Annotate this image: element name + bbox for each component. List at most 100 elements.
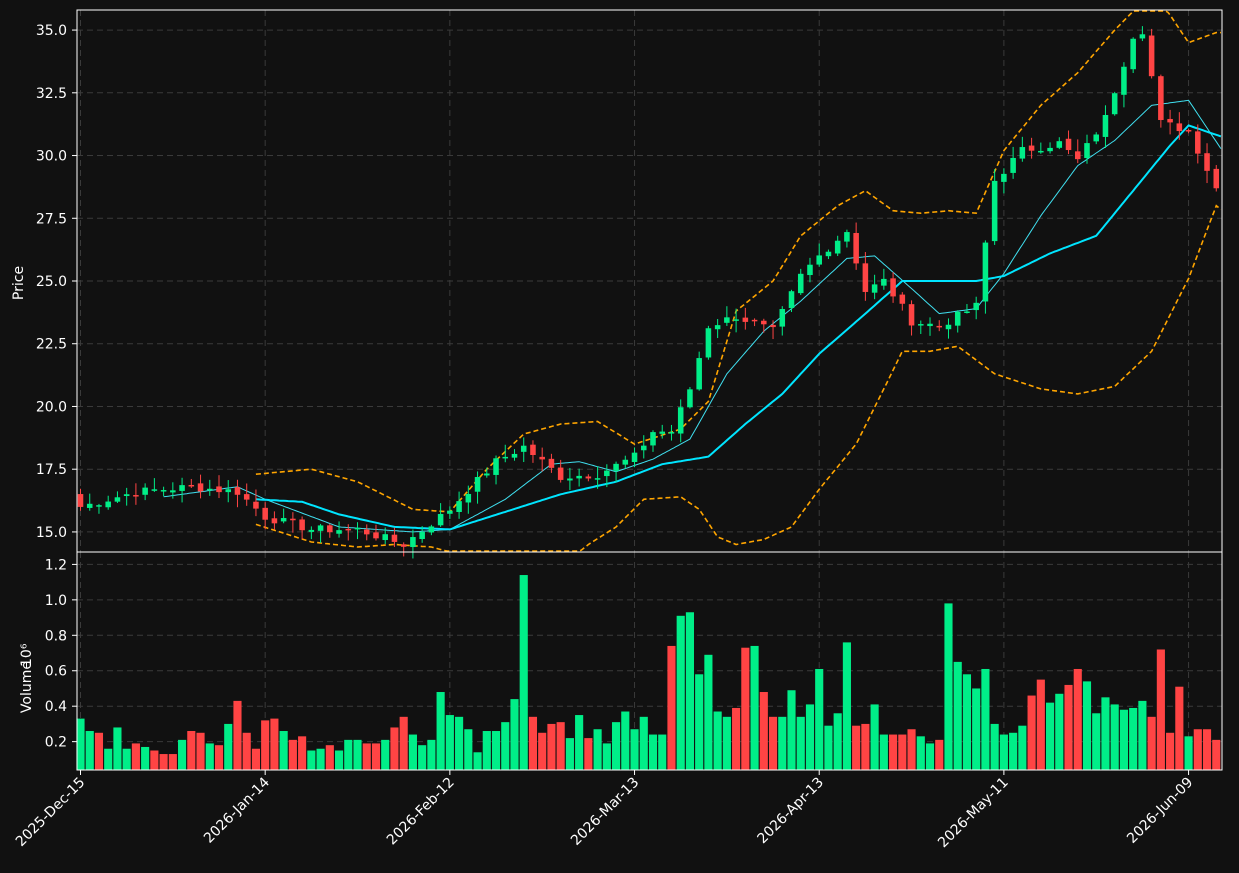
candlesticks: [77, 26, 1220, 559]
volume-bar: [925, 743, 935, 770]
volume-bar: [935, 739, 944, 770]
candle-body: [530, 444, 536, 456]
candle-body: [188, 484, 195, 487]
candle-body: [964, 311, 970, 313]
volume-bar: [1193, 729, 1202, 770]
volume-bar: [279, 731, 288, 770]
candle-body: [308, 529, 315, 532]
volume-bar: [418, 745, 427, 770]
volume-bar: [916, 736, 925, 770]
candle-body: [271, 518, 278, 524]
volume-bar: [833, 713, 842, 770]
candle-body: [899, 294, 906, 304]
candle-body: [391, 534, 398, 542]
candle-body: [410, 537, 416, 548]
volume-bar: [962, 674, 972, 770]
candle-body: [133, 495, 139, 497]
volume-y-tick-label: 0.4: [45, 699, 67, 715]
candle-body: [724, 317, 730, 323]
price-y-tick-label: 25.0: [36, 274, 67, 290]
volume-bar: [538, 732, 547, 770]
candle-body: [382, 534, 388, 541]
candle-body: [114, 497, 121, 502]
candle-body: [936, 325, 943, 328]
candle-body: [622, 459, 629, 465]
candle-body: [207, 488, 213, 491]
volume-bar: [953, 661, 962, 770]
volume-bar: [842, 642, 851, 770]
candle-body: [567, 478, 573, 481]
volume-bar: [224, 723, 233, 770]
moving-averages: [163, 99, 1222, 533]
volume-y-tick-label: 1.0: [45, 593, 67, 609]
volume-bar: [612, 722, 621, 770]
volume-bar: [861, 723, 870, 770]
volume-bar: [122, 748, 131, 770]
candle-body: [650, 432, 656, 446]
candle-body: [807, 264, 813, 276]
candle-body: [1185, 130, 1192, 132]
candle-body: [844, 232, 850, 242]
candle-body: [105, 501, 111, 508]
candle-body: [280, 518, 287, 522]
candle-body: [1148, 35, 1155, 77]
price-y-axis: 15.0 17.5 20.0 22.5 25.0 27.5 30.0 32.5 35.0: [36, 23, 77, 541]
price-y-tick-label: 27.5: [36, 211, 67, 227]
volume-y-tick-label: 0.8: [45, 628, 67, 644]
volume-bar: [1009, 732, 1018, 770]
moving-average-slow-line: [255, 124, 1222, 531]
candle-body: [253, 501, 259, 509]
candle-body: [640, 445, 647, 451]
volume-y-tick-label: 0.6: [45, 664, 67, 680]
volume-bar: [436, 692, 445, 770]
candle-body: [1195, 131, 1201, 154]
volume-bar: [722, 716, 731, 770]
volume-bar: [325, 745, 334, 770]
volume-bar: [879, 734, 888, 770]
candle-body: [677, 407, 684, 434]
price-y-tick-label: 35.0: [36, 23, 67, 39]
candle-body: [1074, 151, 1081, 160]
candle-body: [779, 309, 786, 327]
volume-bar: [658, 734, 667, 770]
volume-bar: [519, 575, 528, 770]
volume-bar: [464, 729, 473, 770]
candle-body: [179, 485, 185, 491]
candle-body: [1130, 38, 1136, 70]
volume-bar: [1092, 713, 1101, 770]
candle-body: [631, 452, 638, 463]
candle-body: [354, 527, 361, 530]
volume-bar: [898, 734, 907, 770]
volume-bar: [1110, 704, 1119, 770]
candle-body: [705, 328, 712, 358]
volume-bar: [76, 718, 85, 770]
price-axis-label: Price: [11, 266, 27, 300]
candle-body: [973, 302, 979, 311]
candle-body: [1093, 134, 1099, 142]
volume-bar: [159, 754, 168, 770]
volume-bar: [362, 743, 371, 770]
volume-bar: [630, 729, 639, 770]
candle-body: [419, 531, 425, 540]
volume-bar: [944, 603, 953, 770]
candle-body: [539, 456, 545, 460]
candle-body: [1204, 153, 1210, 171]
price-y-tick-label: 17.5: [36, 462, 67, 478]
volume-bar: [704, 654, 713, 770]
candle-body: [548, 458, 555, 468]
volume-bar: [178, 739, 187, 770]
volume-bar: [732, 707, 741, 770]
volume-bar: [621, 711, 630, 770]
candle-body: [400, 544, 407, 547]
volume-bar: [427, 739, 436, 770]
candle-body: [456, 501, 462, 512]
volume-bar: [805, 704, 815, 770]
volume-bar: [575, 715, 584, 770]
volume-bar: [298, 736, 307, 770]
candle-body: [918, 324, 924, 326]
volume-bar: [1018, 725, 1027, 770]
volume-bar: [852, 725, 861, 770]
volume-bar: [288, 739, 297, 770]
volume-bar: [796, 716, 805, 770]
